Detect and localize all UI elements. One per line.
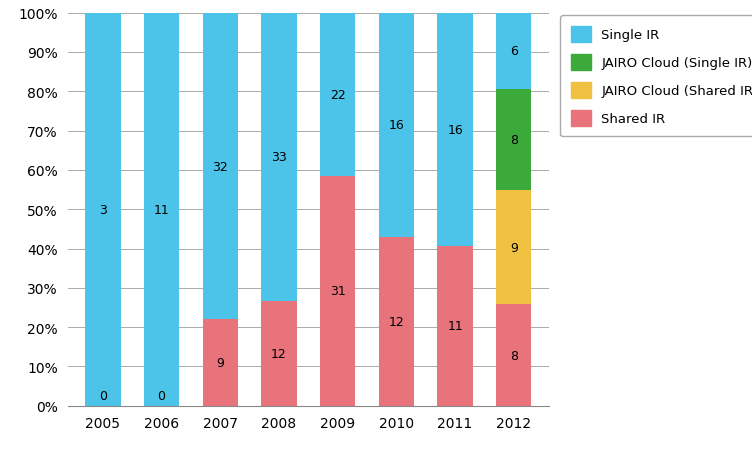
Text: 12: 12	[389, 315, 405, 328]
Bar	[144, 14, 179, 406]
Bar	[320, 14, 355, 176]
Text: 12: 12	[271, 347, 287, 360]
Text: 0: 0	[158, 389, 165, 402]
Text: 6: 6	[510, 45, 517, 58]
Bar	[203, 14, 238, 320]
Bar	[438, 246, 473, 406]
Text: 22: 22	[330, 88, 345, 101]
Text: 8: 8	[510, 133, 517, 147]
Bar	[320, 176, 355, 406]
Text: 11: 11	[447, 319, 463, 332]
Text: 11: 11	[153, 203, 169, 216]
Bar	[203, 320, 238, 406]
Bar	[496, 89, 532, 191]
Text: 16: 16	[447, 123, 463, 136]
Legend: Single IR, JAIRO Cloud (Single IR), JAIRO Cloud (Shared IR), Shared IR: Single IR, JAIRO Cloud (Single IR), JAIR…	[560, 16, 752, 137]
Text: 31: 31	[330, 285, 345, 298]
Bar	[262, 14, 296, 301]
Text: 32: 32	[212, 160, 228, 173]
Bar	[496, 191, 532, 304]
Text: 3: 3	[99, 203, 107, 216]
Bar	[379, 238, 414, 406]
Bar	[85, 14, 120, 406]
Text: 0: 0	[99, 389, 107, 402]
Bar	[496, 304, 532, 406]
Bar	[496, 14, 532, 89]
Text: 8: 8	[510, 349, 517, 362]
Text: 9: 9	[217, 356, 224, 369]
Bar	[379, 14, 414, 238]
Text: 9: 9	[510, 241, 517, 254]
Bar	[438, 14, 473, 246]
Text: 33: 33	[271, 151, 287, 164]
Text: 16: 16	[389, 119, 405, 132]
Bar	[262, 301, 296, 406]
